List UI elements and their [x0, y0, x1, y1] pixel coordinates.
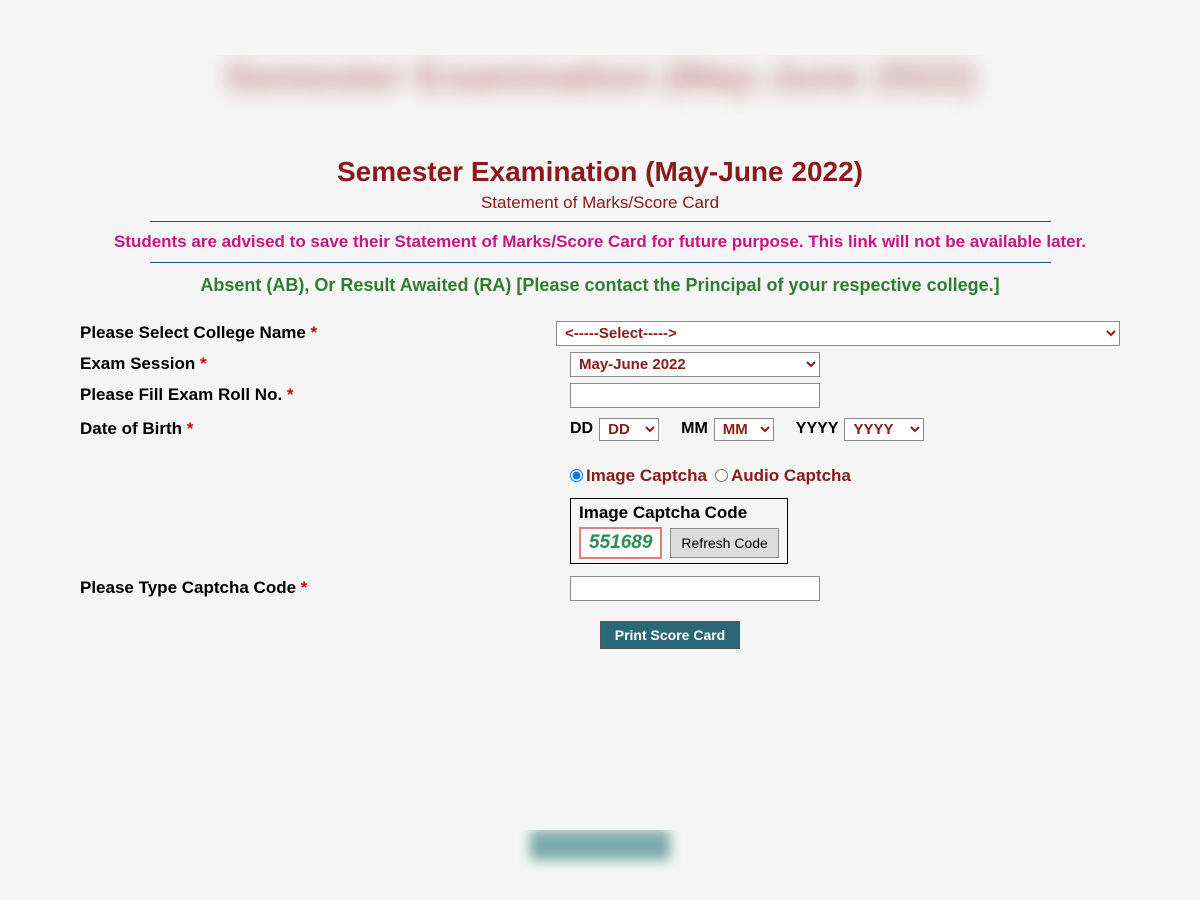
required-mark: *: [311, 323, 318, 342]
dob-label: Date of Birth *: [80, 419, 570, 439]
captcha-content: 551689 Refresh Code: [579, 527, 779, 559]
session-label-text: Exam Session: [80, 354, 200, 373]
captcha-type-row: Image Captcha Audio Captcha: [570, 466, 1120, 486]
roll-label: Please Fill Exam Roll No. *: [80, 385, 570, 405]
refresh-code-button[interactable]: Refresh Code: [670, 528, 778, 558]
required-mark: *: [301, 578, 308, 597]
dob-row: Date of Birth * DD DD MM MM YYYY YYYY: [80, 418, 1120, 441]
form-section: Please Select College Name * <-----Selec…: [70, 321, 1130, 649]
main-form-container: Semester Examination (May-June 2022) Sta…: [40, 136, 1160, 669]
submit-button-container: Print Score Card: [220, 621, 1120, 649]
college-label: Please Select College Name *: [80, 323, 556, 343]
mm-label: MM: [681, 420, 708, 438]
required-mark: *: [187, 419, 194, 438]
dob-day-select[interactable]: DD: [599, 418, 659, 441]
status-info-text: Absent (AB), Or Result Awaited (RA) [Ple…: [70, 275, 1130, 296]
captcha-input-label: Please Type Captcha Code *: [80, 578, 570, 598]
blurred-header-region: Semester Examination (May-June 2022): [0, 55, 1200, 115]
roll-row: Please Fill Exam Roll No. *: [80, 383, 1120, 408]
dob-group: DD DD MM MM YYYY YYYY: [570, 418, 924, 441]
captcha-box-title: Image Captcha Code: [579, 503, 779, 523]
page-title: Semester Examination (May-June 2022): [70, 156, 1130, 188]
audio-captcha-option: Audio Captcha: [715, 466, 851, 486]
roll-number-input[interactable]: [570, 383, 820, 408]
session-label: Exam Session *: [80, 354, 570, 374]
blurred-footer-region: [0, 830, 1200, 870]
dob-month-select[interactable]: MM: [714, 418, 774, 441]
roll-label-text: Please Fill Exam Roll No.: [80, 385, 287, 404]
session-row: Exam Session * May-June 2022: [80, 352, 1120, 377]
blurred-footer-element: [530, 830, 670, 860]
captcha-code-display: 551689: [579, 527, 662, 559]
image-captcha-label: Image Captcha: [586, 466, 707, 486]
image-captcha-radio[interactable]: [570, 469, 583, 482]
advisory-text: Students are advised to save their State…: [70, 230, 1130, 254]
audio-captcha-radio[interactable]: [715, 469, 728, 482]
print-score-card-button[interactable]: Print Score Card: [600, 621, 740, 649]
divider-line-1: [150, 221, 1051, 222]
session-select[interactable]: May-June 2022: [570, 352, 820, 377]
college-label-text: Please Select College Name: [80, 323, 311, 342]
audio-captcha-label: Audio Captcha: [731, 466, 851, 486]
captcha-code-input[interactable]: [570, 576, 820, 601]
captcha-box: Image Captcha Code 551689 Refresh Code: [570, 498, 788, 564]
image-captcha-option: Image Captcha: [570, 466, 707, 486]
dob-label-text: Date of Birth: [80, 419, 187, 438]
college-row: Please Select College Name * <-----Selec…: [80, 321, 1120, 346]
blurred-header-text: Semester Examination (May-June 2022): [0, 55, 1200, 100]
captcha-input-row: Please Type Captcha Code *: [80, 576, 1120, 601]
divider-line-2: [150, 262, 1051, 263]
dob-year-select[interactable]: YYYY: [844, 418, 924, 441]
required-mark: *: [200, 354, 207, 373]
page-subtitle: Statement of Marks/Score Card: [70, 193, 1130, 213]
dd-label: DD: [570, 420, 593, 438]
required-mark: *: [287, 385, 294, 404]
college-select[interactable]: <-----Select----->: [556, 321, 1120, 346]
captcha-input-label-text: Please Type Captcha Code: [80, 578, 301, 597]
yyyy-label: YYYY: [796, 420, 839, 438]
